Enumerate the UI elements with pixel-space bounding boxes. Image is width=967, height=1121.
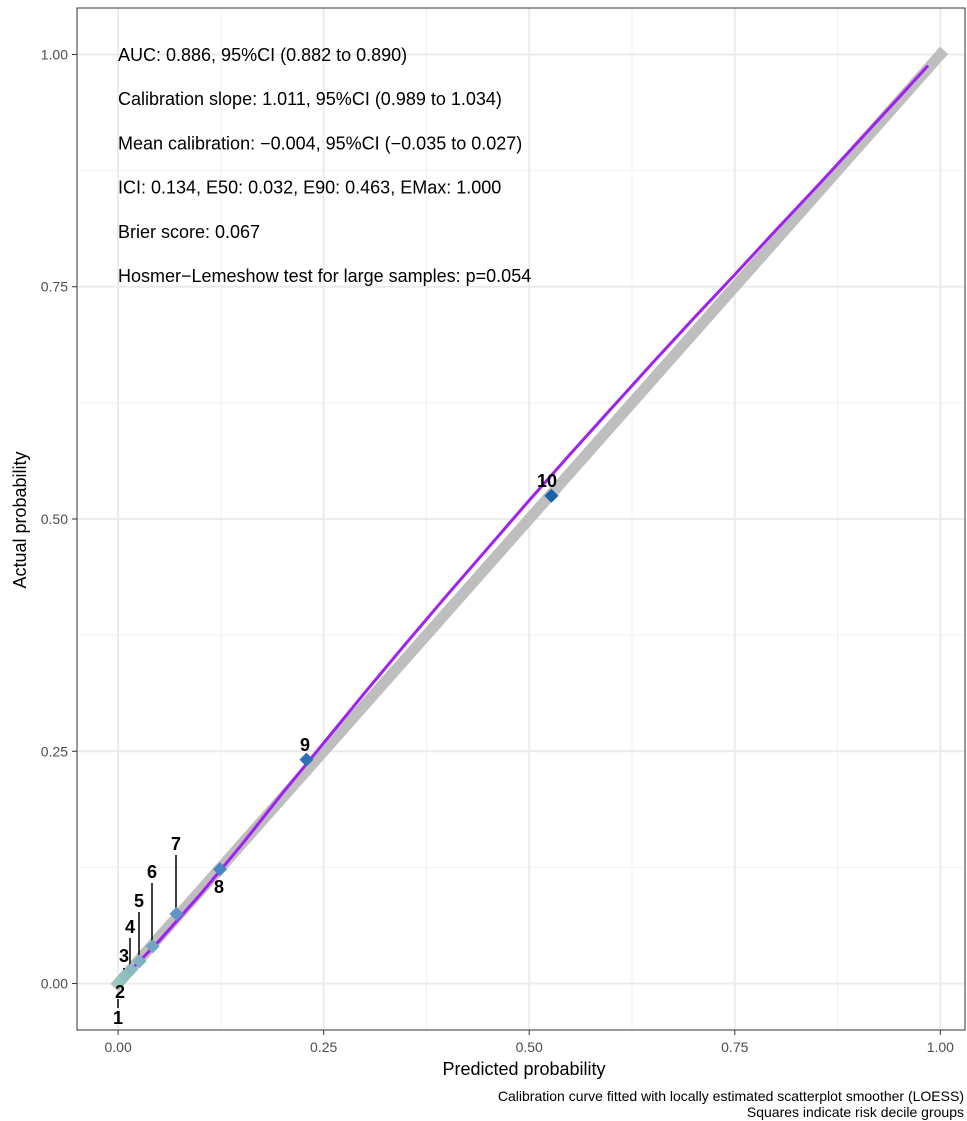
metric-annotation: Calibration slope: 1.011, 95%CI (0.989 t… (118, 89, 502, 109)
decile-label: 7 (171, 834, 181, 854)
y-tick-label: 0.50 (41, 511, 68, 527)
x-tick-label: 0.75 (721, 1039, 748, 1055)
decile-label: 10 (537, 471, 557, 491)
loess-curve (117, 64, 930, 985)
decile-label: 3 (119, 946, 129, 966)
y-axis-title: Actual probability (10, 451, 30, 588)
caption-line-1: Calibration curve fitted with locally es… (498, 1088, 964, 1104)
y-tick-label: 0.25 (41, 743, 68, 759)
decile-label: 6 (147, 862, 157, 882)
decile-point (213, 862, 228, 877)
decile-labels: 1 2 3 4 567 8 9 10 (113, 471, 557, 1028)
x-tick-label: 0.25 (310, 1039, 337, 1055)
x-tick-label: 0.50 (516, 1039, 543, 1055)
metric-annotation: ICI: 0.134, E50: 0.032, E90: 0.463, EMax… (118, 178, 501, 198)
decile-point (299, 752, 314, 767)
metric-annotation: AUC: 0.886, 95%CI (0.882 to 0.890) (118, 45, 407, 65)
metric-annotation: Mean calibration: −0.004, 95%CI (−0.035 … (118, 133, 522, 153)
y-tick-label: 0.00 (41, 976, 68, 992)
y-tick-label: 0.75 (41, 279, 68, 295)
axis-ticks: 0.00 0.25 0.50 0.75 1.00 0.00 0.25 0.50 0.75 1.00 (41, 46, 954, 1055)
caption-line-2: Squares indicate risk decile groups (747, 1104, 964, 1120)
decile-point (145, 939, 160, 954)
x-tick-label: 1.00 (927, 1039, 954, 1055)
loess-curve-path (117, 64, 930, 985)
decile-label: 5 (134, 891, 144, 911)
x-tick-label: 0.00 (104, 1039, 131, 1055)
decile-point (132, 954, 147, 969)
y-tick-label: 1.00 (41, 46, 68, 62)
decile-points (111, 488, 559, 990)
decile-label: 4 (125, 917, 135, 937)
decile-label: 2 (115, 982, 125, 1002)
decile-point (544, 488, 559, 503)
metric-annotation: Hosmer−Lemeshow test for large samples: … (118, 266, 531, 286)
decile-label: 9 (300, 735, 310, 755)
decile-label: 1 (113, 1008, 123, 1028)
decile-point (169, 906, 184, 921)
metrics-annotations: AUC: 0.886, 95%CI (0.882 to 0.890) Calibr… (118, 45, 531, 286)
decile-label: 8 (214, 877, 224, 897)
metric-annotation: Brier score: 0.067 (118, 222, 260, 242)
decile-point (124, 962, 139, 977)
x-axis-title: Predicted probability (442, 1059, 605, 1079)
